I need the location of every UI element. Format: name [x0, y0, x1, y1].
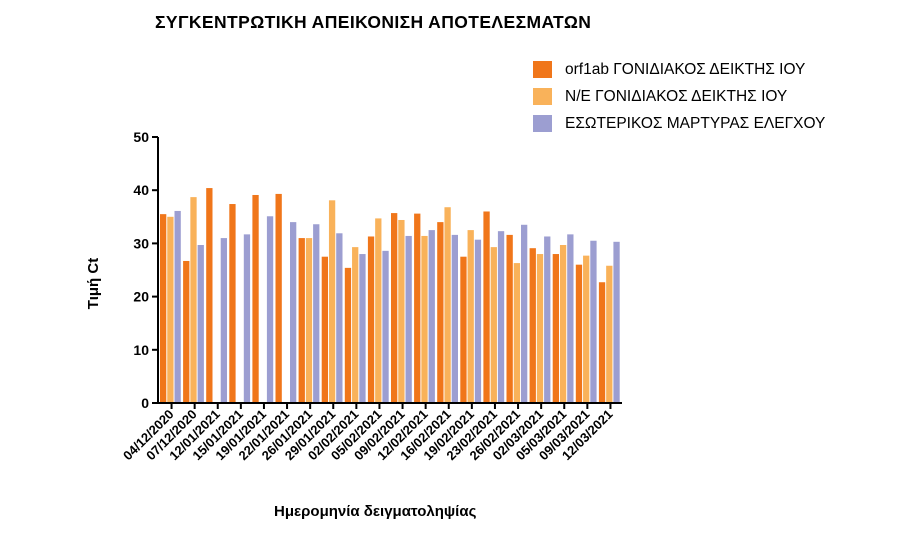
- bar-orf1ab: [414, 213, 421, 403]
- bar-orf1ab: [252, 194, 259, 403]
- bar-orf1ab: [575, 264, 583, 403]
- bar-orf1ab: [483, 211, 490, 403]
- bar-ne: [467, 230, 474, 403]
- bar-ne: [606, 265, 613, 403]
- bar-orf1ab: [229, 204, 236, 403]
- legend-label-orf1ab: orf1ab ΓΟΝΙΔΙΑΚΟΣ ΔΕΙΚΤΗΣ ΙΟΥ: [565, 60, 806, 78]
- bar-orf1ab: [598, 282, 606, 403]
- bar-orf1ab: [160, 214, 167, 403]
- axes-group: 0102030405004/12/202007/12/202012/01/202…: [120, 129, 622, 463]
- bar-orf1ab: [344, 267, 352, 403]
- bar-orf1ab: [321, 256, 328, 403]
- bar-orf1ab: [437, 222, 444, 403]
- y-tick-label: 20: [133, 289, 149, 305]
- legend-item-ne: N/E ΓΟΝΙΔΙΑΚΟΣ ΔΕΙΚΤΗΣ ΙΟΥ: [533, 83, 825, 110]
- bar-control: [313, 224, 320, 403]
- x-axis-title: Ημερομηνία δειγματοληψίας: [274, 503, 477, 520]
- bar-ne: [375, 218, 382, 403]
- bar-ne: [328, 200, 336, 403]
- bar-control: [382, 250, 389, 403]
- bar-control: [290, 222, 297, 403]
- bar-orf1ab: [460, 256, 467, 403]
- y-tick-label: 10: [133, 342, 149, 358]
- bar-orf1ab: [367, 236, 375, 403]
- bar-control: [174, 210, 181, 403]
- bar-ne: [352, 247, 359, 403]
- bar-ne: [583, 255, 590, 403]
- bar-control: [567, 234, 574, 403]
- y-axis-title: Τιμή Ct: [85, 257, 103, 310]
- legend-label-control: ΕΣΩΤΕΡΙΚΟΣ ΜΑΡΤΥΡΑΣ ΕΛΕΓΧΟΥ: [565, 114, 826, 132]
- bar-orf1ab: [183, 260, 190, 403]
- bar-orf1ab: [298, 238, 305, 403]
- bar-control: [521, 224, 528, 403]
- bar-ne: [490, 247, 497, 403]
- bar-control: [197, 245, 204, 403]
- bar-control: [590, 240, 597, 403]
- bar-ne: [167, 216, 174, 403]
- bar-ne: [398, 219, 405, 403]
- legend: orf1ab ΓΟΝΙΔΙΑΚΟΣ ΔΕΙΚΤΗΣ ΙΟΥ N/E ΓΟΝΙΔΙ…: [533, 56, 825, 137]
- bar-orf1ab: [552, 254, 559, 403]
- bar-ne: [421, 235, 428, 403]
- legend-item-control: ΕΣΩΤΕΡΙΚΟΣ ΜΑΡΤΥΡΑΣ ΕΛΕΓΧΟΥ: [533, 110, 825, 137]
- bar-control: [497, 231, 505, 403]
- bar-control: [544, 236, 551, 403]
- bar-orf1ab: [275, 193, 282, 403]
- bar-ne: [513, 263, 521, 403]
- legend-item-orf1ab: orf1ab ΓΟΝΙΔΙΑΚΟΣ ΔΕΙΚΤΗΣ ΙΟΥ: [533, 56, 825, 83]
- bar-control: [243, 234, 251, 403]
- bar-control: [359, 254, 366, 403]
- bar-orf1ab: [391, 213, 398, 403]
- y-tick-label: 50: [133, 129, 149, 145]
- bar-control: [451, 234, 458, 403]
- bar-ne: [305, 238, 313, 403]
- bar-orf1ab: [206, 188, 213, 403]
- bar-ne: [536, 254, 544, 403]
- bar-control: [428, 230, 435, 403]
- bar-control: [474, 239, 482, 403]
- y-tick-label: 30: [133, 235, 149, 251]
- bar-orf1ab: [506, 234, 513, 403]
- chart-title: ΣΥΓΚΕΝΤΡΩΤΙΚΗ ΑΠΕΙΚΟΝΙΣΗ ΑΠΟΤΕΛΕΣΜΑΤΩΝ: [155, 12, 592, 32]
- bar-control: [405, 235, 412, 403]
- bar-control: [266, 216, 274, 403]
- legend-swatch-ne: [533, 88, 552, 105]
- bar-ne: [190, 197, 197, 403]
- y-tick-label: 40: [133, 182, 149, 198]
- y-tick-label: 0: [141, 395, 149, 411]
- bar-ne: [444, 207, 451, 403]
- legend-swatch-control: [533, 115, 552, 132]
- bar-orf1ab: [529, 248, 536, 403]
- bar-control: [336, 233, 343, 403]
- legend-swatch-orf1ab: [533, 61, 552, 78]
- bar-ne: [559, 245, 567, 403]
- bar-control: [220, 238, 227, 403]
- legend-label-ne: N/E ΓΟΝΙΔΙΑΚΟΣ ΔΕΙΚΤΗΣ ΙΟΥ: [565, 87, 788, 105]
- bar-control: [613, 241, 620, 403]
- bars-group: [160, 188, 620, 403]
